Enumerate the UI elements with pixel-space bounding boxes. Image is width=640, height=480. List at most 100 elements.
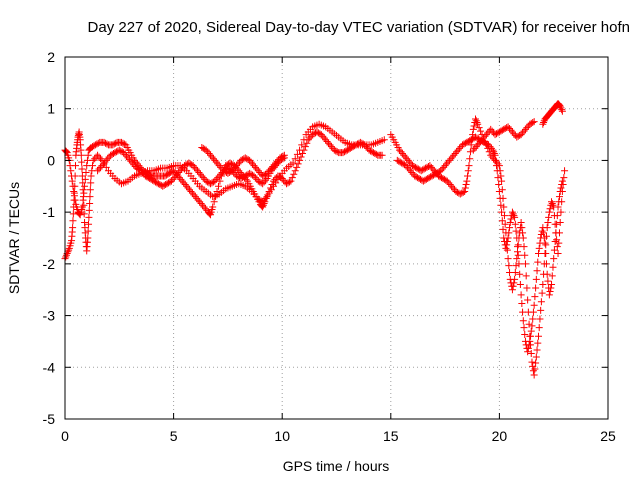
data-point (367, 147, 375, 155)
data-point (510, 212, 518, 220)
data-point (508, 208, 516, 216)
data-point (421, 176, 429, 184)
data-point (224, 169, 232, 177)
data-point (494, 174, 502, 182)
data-point (70, 187, 78, 195)
data-point (175, 168, 183, 176)
data-point (371, 150, 379, 158)
data-point (396, 158, 404, 166)
data-point (545, 208, 553, 216)
data-point (137, 167, 145, 175)
plot-frame (64, 56, 609, 420)
data-point (533, 267, 541, 275)
data-point (519, 129, 527, 137)
data-point (488, 127, 496, 135)
data-point (515, 260, 523, 268)
data-point (413, 164, 421, 172)
data-point (154, 180, 162, 188)
data-point (430, 171, 438, 179)
data-point (398, 150, 406, 158)
data-point (492, 156, 500, 164)
data-point (438, 165, 446, 173)
data-point (250, 172, 258, 180)
data-point (440, 163, 448, 171)
data-point (556, 218, 564, 226)
series-track-7 (469, 118, 538, 154)
x-axis: 0 5 10 15 20 25 (61, 57, 616, 444)
data-point (365, 146, 373, 154)
data-point (263, 169, 271, 177)
data-point (262, 194, 270, 202)
data-point (520, 127, 528, 135)
data-point (260, 200, 268, 208)
data-point (165, 179, 173, 187)
data-point (558, 107, 566, 115)
data-point (473, 119, 481, 127)
data-point (519, 234, 527, 242)
data-point (445, 156, 453, 164)
data-point (296, 156, 304, 164)
data-point (506, 218, 514, 226)
y-tick-label: -3 (43, 308, 56, 324)
data-point (86, 200, 94, 208)
data-point (498, 177, 506, 185)
data-point (538, 227, 546, 235)
data-point (276, 154, 284, 162)
data-point (67, 167, 75, 175)
data-point (411, 163, 419, 171)
data-point (254, 167, 262, 175)
data-point (535, 244, 543, 252)
data-point (461, 139, 469, 147)
data-point (540, 119, 548, 127)
data-point (512, 227, 520, 235)
data-point (514, 241, 522, 249)
data-point (399, 160, 407, 168)
data-point (228, 167, 236, 175)
data-point (529, 119, 537, 127)
data-point (322, 136, 330, 144)
data-point (83, 156, 91, 164)
data-point (493, 167, 501, 175)
data-point (153, 179, 161, 187)
data-point (91, 141, 99, 149)
data-point (86, 186, 94, 194)
data-point (469, 125, 477, 133)
data-point (507, 215, 515, 223)
data-point (558, 177, 566, 185)
data-point (554, 203, 562, 211)
data-point (540, 234, 548, 242)
data-point (349, 143, 357, 151)
data-point (206, 210, 214, 218)
data-point (93, 140, 101, 148)
data-point (380, 136, 388, 144)
data-point (210, 198, 218, 206)
data-point (427, 173, 435, 181)
y-axis: -5 -4 -3 -2 -1 0 1 2 (43, 49, 608, 427)
data-point (164, 170, 172, 178)
data-point (482, 139, 490, 147)
data-point (448, 153, 456, 161)
data-point (124, 154, 132, 162)
data-point (531, 365, 539, 373)
data-point (96, 155, 104, 163)
data-point (513, 133, 521, 141)
data-point (85, 206, 93, 214)
data-point (537, 298, 545, 306)
data-point (133, 164, 141, 172)
data-point (356, 138, 364, 146)
data-point (184, 184, 192, 192)
data-point (557, 208, 565, 216)
data-point (235, 167, 243, 175)
data-point (212, 193, 220, 201)
data-point (461, 184, 469, 192)
data-point (404, 156, 412, 164)
data-point (535, 324, 543, 332)
data-point (68, 172, 76, 180)
data-point (551, 237, 559, 245)
data-point (498, 208, 506, 216)
data-point (526, 337, 534, 345)
data-point (412, 173, 420, 181)
data-point (424, 175, 432, 183)
data-point (506, 125, 514, 133)
data-point (293, 150, 301, 158)
